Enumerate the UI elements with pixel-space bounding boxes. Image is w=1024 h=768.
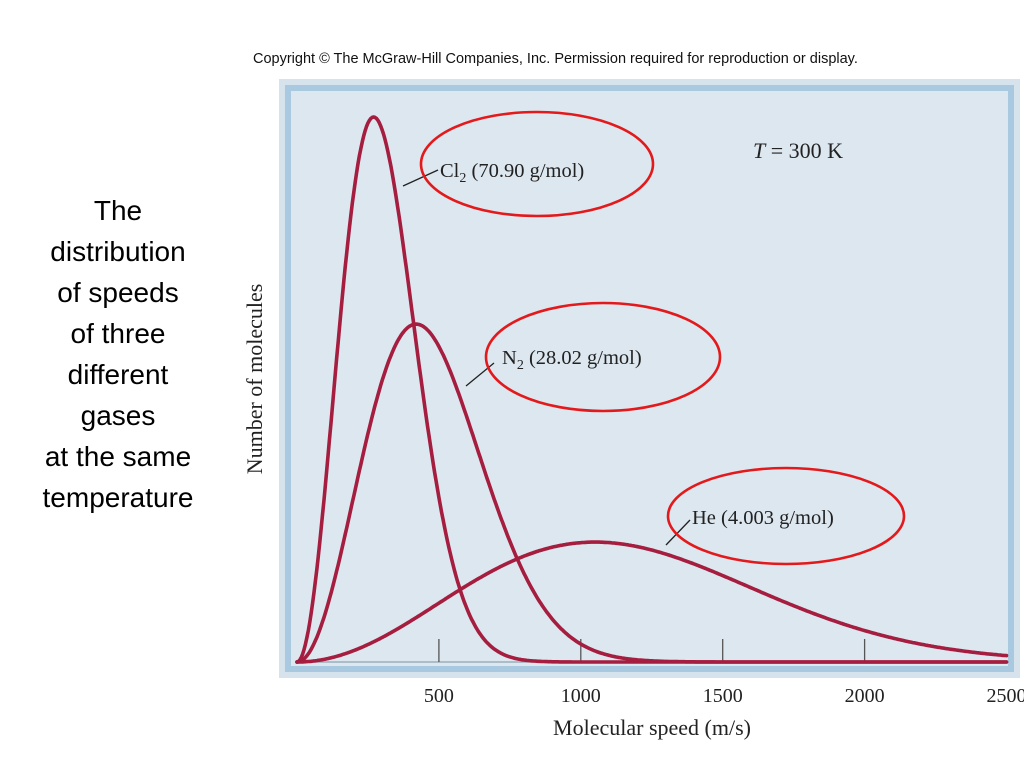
y-axis-title: Number of molecules (242, 284, 267, 475)
caption-line: distribution (50, 236, 186, 267)
leader-line-he (665, 519, 691, 546)
caption-line: of three (70, 318, 166, 349)
curves (295, 115, 1009, 664)
x-tick-label: 1500 (703, 685, 743, 707)
series-label-he: He (4.003 g/mol) (692, 507, 834, 529)
x-tick-label: 1000 (561, 685, 601, 707)
copyright-notice: Copyright © The McGraw-Hill Companies, I… (253, 51, 858, 67)
series-label-cl2: Cl2 (70.90 g/mol) (440, 160, 584, 186)
curve-he (295, 540, 1009, 664)
x-tick-label: 2000 (845, 685, 885, 707)
temperature-annotation: T = 300 K (753, 138, 843, 163)
x-tick-labels: 500 1000 1500 2000 2500 (424, 685, 1024, 707)
caption-line: of speeds (57, 277, 179, 308)
caption-line: The (93, 195, 143, 226)
caption-line: gases (80, 400, 156, 431)
x-ticks (438, 639, 866, 662)
side-caption: The distribution of speeds of three diff… (20, 190, 216, 518)
caption-line: temperature (42, 482, 194, 513)
caption-line: at the same (44, 441, 192, 472)
highlight-circle-he (666, 466, 906, 566)
leader-line-cl2 (402, 169, 439, 187)
highlight-circle-cl2 (419, 110, 655, 218)
x-tick-label: 500 (424, 685, 454, 707)
x-tick-label: 2500 (987, 685, 1024, 707)
series-label-n2: N2 (28.02 g/mol) (502, 347, 642, 373)
caption-line: different (67, 359, 169, 390)
x-axis-title: Molecular speed (m/s) (553, 715, 751, 740)
highlight-circle-n2 (484, 301, 722, 413)
plot-area (285, 85, 1014, 672)
curve-n2 (295, 322, 1009, 664)
